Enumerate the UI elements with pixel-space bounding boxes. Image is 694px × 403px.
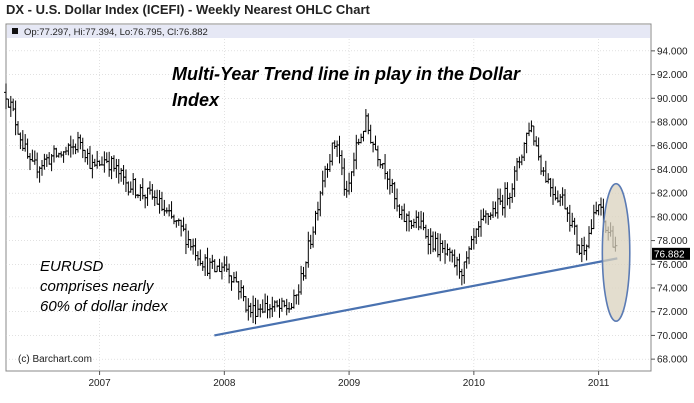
- ohlc-legend-strip: [7, 25, 650, 38]
- copyright: (c) Barchart.com: [18, 354, 92, 365]
- y-tick-label: 90.000: [657, 94, 688, 105]
- note-line-3: 60% of dollar index: [40, 298, 168, 315]
- y-tick-label: 88.000: [657, 118, 688, 129]
- last-value-label: 76.882: [654, 249, 685, 260]
- last-value-tag: 76.882: [652, 247, 690, 260]
- ohlc-legend: Op:77.297, Hi:77.394, Lo:76.795, Cl:76.8…: [24, 27, 208, 38]
- y-tick-label: 72.000: [657, 307, 688, 318]
- highlight-ellipse: [601, 182, 631, 322]
- y-tick-label: 78.000: [657, 236, 688, 247]
- ohlc-bars: [4, 83, 618, 325]
- headline-line-2: Index: [172, 90, 220, 110]
- y-tick-label: 70.000: [657, 331, 688, 342]
- chart-title: DX - U.S. Dollar Index (ICEFI) - Weekly …: [6, 2, 370, 17]
- y-tick-label: 94.000: [657, 46, 688, 57]
- y-tick-label: 76.000: [657, 260, 688, 271]
- x-tick-label: 2009: [338, 378, 361, 389]
- y-tick-label: 68.000: [657, 355, 688, 366]
- y-axis-labels: 68.000 70.000 72.000 74.000 76.000 78.000 80.0…: [657, 46, 688, 365]
- y-tick-label: 80.000: [657, 212, 688, 223]
- y-tick-label: 84.000: [657, 165, 688, 176]
- y-tick-label: 92.000: [657, 70, 688, 81]
- x-axis-labels: 2007 2008 2009 2010 2011: [88, 378, 609, 389]
- x-tick-label: 2011: [588, 378, 610, 389]
- grid: [6, 39, 655, 375]
- last-value-box: [652, 247, 690, 260]
- x-tick-label: 2010: [463, 378, 486, 389]
- y-tick-label: 82.000: [657, 189, 688, 200]
- note-line-2: comprises nearly: [40, 278, 155, 295]
- y-tick-label: 86.000: [657, 141, 688, 152]
- x-tick-label: 2008: [213, 378, 236, 389]
- trendline: [214, 257, 618, 337]
- headline-line-1: Multi-Year Trend line in play in the Dol…: [172, 64, 521, 84]
- y-tick-label: 74.000: [657, 284, 688, 295]
- note-line-1: EURUSD: [40, 258, 104, 275]
- x-tick-label: 2007: [88, 378, 111, 389]
- legend-marker: [12, 28, 18, 34]
